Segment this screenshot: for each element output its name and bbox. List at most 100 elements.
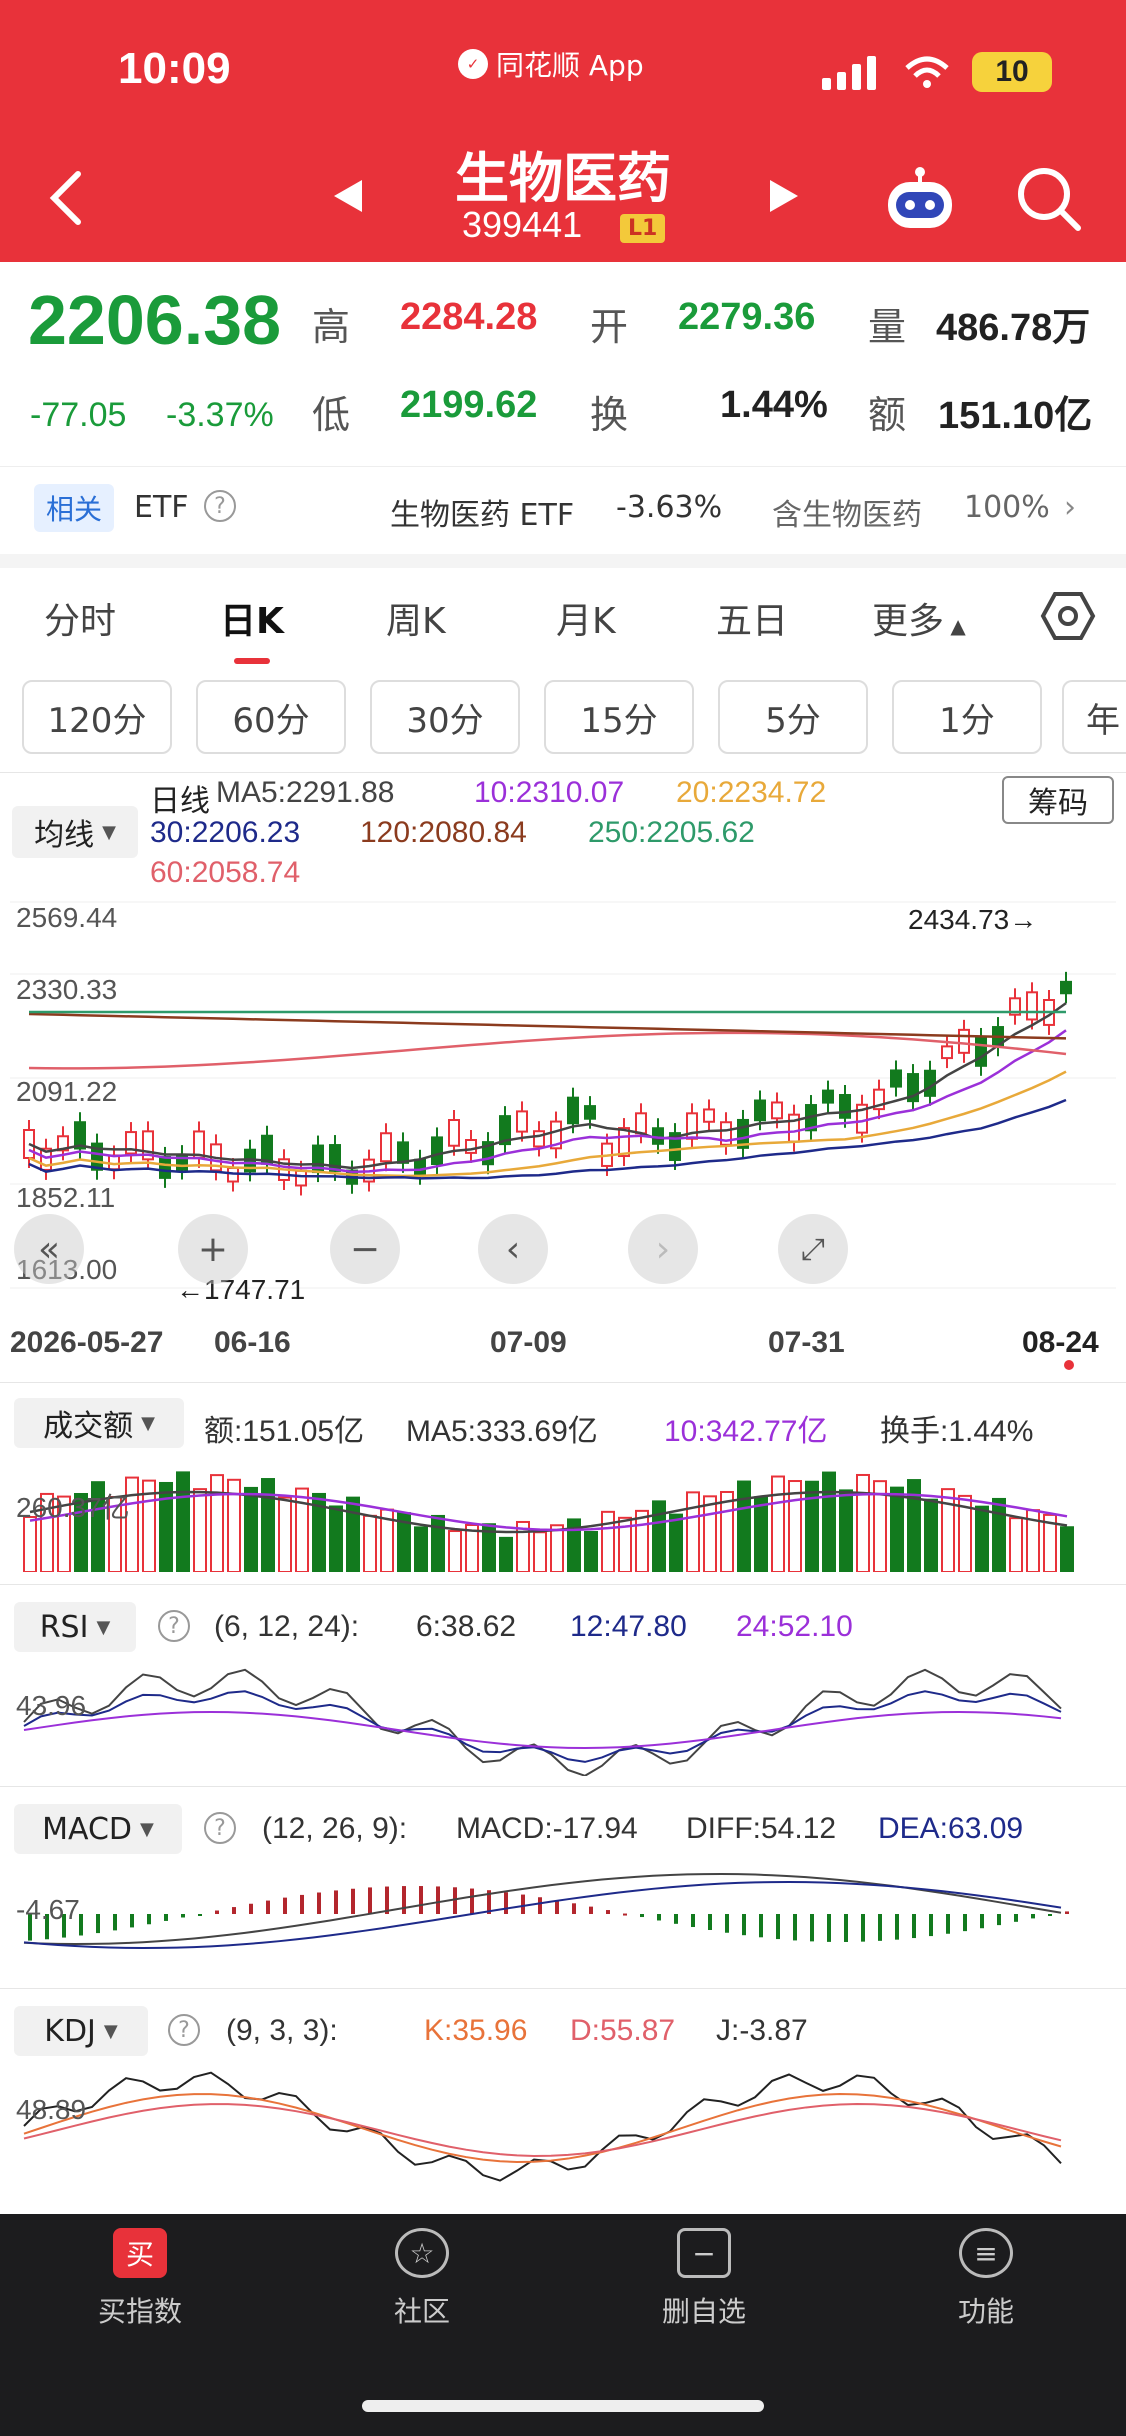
- kdj-j: J:-3.87: [716, 2014, 808, 2047]
- tab-five-day[interactable]: 五日: [716, 601, 789, 642]
- rsi-help-icon[interactable]: ?: [158, 1610, 190, 1642]
- candlestick-chart[interactable]: [10, 894, 1116, 1314]
- tab-daily-k[interactable]: 日K: [220, 601, 284, 642]
- candle-body: [975, 1036, 987, 1067]
- ma30-line: [28, 1098, 1067, 1180]
- period-60m[interactable]: 60分: [196, 680, 346, 754]
- macd-histogram-bar: [300, 1894, 304, 1914]
- macd-histogram-bar: [283, 1897, 287, 1914]
- scroll-left-icon[interactable]: ‹: [478, 1214, 548, 1284]
- macd-diff: DIFF:54.12: [686, 1812, 837, 1845]
- tab-monthly-k[interactable]: 月K: [556, 601, 616, 642]
- rsi-chart[interactable]: [10, 1652, 1116, 1776]
- prev-stock-icon[interactable]: [328, 176, 368, 216]
- kdj-d-line: [23, 2103, 1062, 2157]
- settings-hexagon-icon[interactable]: [1040, 588, 1096, 644]
- candle-body: [550, 1120, 562, 1150]
- macd-histogram-bar: [946, 1914, 950, 1934]
- period-30m[interactable]: 30分: [370, 680, 520, 754]
- etf-fund-name[interactable]: 生物医药 ETF: [390, 498, 575, 533]
- volume-bar: [992, 1497, 1006, 1572]
- scroll-right-icon[interactable]: ›: [628, 1214, 698, 1284]
- period-15m[interactable]: 15分: [544, 680, 694, 754]
- volume-bar: [176, 1471, 190, 1572]
- back-icon[interactable]: [46, 168, 86, 228]
- turnover-label: 换: [590, 393, 629, 437]
- ma-selector[interactable]: 均线 ▼: [12, 806, 138, 858]
- functions-icon: ≡: [959, 2228, 1013, 2278]
- caret-down-icon: ▼: [141, 1412, 155, 1434]
- caret-down-icon: ▼: [103, 2020, 118, 2042]
- etf-contains-pct: 100%: [964, 490, 1050, 525]
- volume-chart[interactable]: [10, 1454, 1116, 1572]
- candle-body: [465, 1139, 477, 1154]
- etf-label: ETF: [134, 490, 189, 525]
- macd-histogram-bar: [113, 1914, 117, 1931]
- nav-functions[interactable]: ≡ 功能: [906, 2228, 1066, 2330]
- kdj-indicator-selector[interactable]: KDJ ▼: [14, 2006, 148, 2056]
- kdj-help-icon[interactable]: ?: [168, 2014, 200, 2046]
- robot-assistant-icon[interactable]: [882, 164, 958, 234]
- macd-histogram-bar: [589, 1906, 593, 1914]
- tab-more[interactable]: 更多 ▲: [872, 592, 966, 644]
- volume-bar: [618, 1516, 632, 1572]
- nav-buy-index[interactable]: 买 买指数: [60, 2228, 220, 2330]
- macd-histogram-bar: [691, 1914, 695, 1928]
- etf-fund-change: -3.63%: [616, 490, 723, 525]
- high-annotation: 2434.73→: [908, 904, 1038, 935]
- legend-ma60: 60:2058.74: [150, 856, 301, 889]
- macd-histogram-bar: [266, 1900, 270, 1914]
- last-price: 2206.38: [28, 281, 282, 359]
- zoom-out-icon[interactable]: «: [14, 1214, 84, 1284]
- legend-kind: 日线: [150, 785, 210, 818]
- divider: [0, 1988, 1126, 1989]
- candle-body: [1026, 991, 1038, 1021]
- kdj-chart[interactable]: [10, 2056, 1116, 2184]
- period-year[interactable]: 年: [1062, 680, 1126, 754]
- zoom-in-icon[interactable]: +: [178, 1214, 248, 1284]
- volume-bar: [482, 1523, 496, 1572]
- chip-distribution-button[interactable]: 筹码: [1002, 776, 1114, 824]
- ma5-line: [28, 1002, 1067, 1170]
- candle-body: [890, 1069, 902, 1088]
- rsi-indicator-selector[interactable]: RSI ▼: [14, 1602, 136, 1652]
- macd-histogram-bar: [725, 1914, 729, 1933]
- search-icon[interactable]: [1014, 164, 1084, 234]
- period-1m[interactable]: 1分: [892, 680, 1042, 754]
- chevron-right-icon[interactable]: ›: [1064, 490, 1076, 525]
- next-stock-icon[interactable]: [764, 176, 804, 216]
- volume-bar: [1060, 1526, 1074, 1572]
- macd-histogram-bar: [657, 1914, 661, 1921]
- volume-bar: [278, 1496, 292, 1572]
- period-5m[interactable]: 5分: [718, 680, 868, 754]
- nav-remove-watchlist[interactable]: − 删自选: [624, 2228, 784, 2330]
- period-120m[interactable]: 120分: [22, 680, 172, 754]
- macd-chart[interactable]: [10, 1854, 1116, 1978]
- zoom-minus-icon[interactable]: −: [330, 1214, 400, 1284]
- caret-down-icon: ▼: [102, 821, 116, 843]
- x-tick-3: 07-09: [490, 1326, 567, 1359]
- macd-help-icon[interactable]: ?: [204, 1812, 236, 1844]
- tab-weekly-k[interactable]: 周K: [386, 601, 446, 642]
- macd-histogram-bar: [232, 1907, 236, 1914]
- x-tick-4: 07-31: [768, 1326, 845, 1359]
- volume-indicator-selector[interactable]: 成交额 ▼: [14, 1398, 184, 1448]
- macd-indicator-selector[interactable]: MACD ▼: [14, 1804, 182, 1854]
- nav-community[interactable]: ☆ 社区: [342, 2228, 502, 2330]
- volume-value: 486.78万: [936, 307, 1091, 349]
- nav-functions-label: 功能: [957, 2295, 1014, 2328]
- ma10-line: [28, 1029, 1067, 1174]
- amount-value: 151.10亿: [938, 395, 1093, 437]
- related-etf-bar[interactable]: [0, 466, 1126, 554]
- volume-bar: [805, 1480, 819, 1572]
- stock-code: 399441: [462, 204, 583, 245]
- fullscreen-icon[interactable]: ⤢: [778, 1214, 848, 1284]
- etf-help-icon[interactable]: ?: [204, 490, 236, 522]
- y-tick-1: 2569.44: [16, 902, 118, 933]
- buy-icon: 买: [113, 2228, 167, 2278]
- rsi-6: 6:38.62: [416, 1610, 517, 1643]
- candle-body: [397, 1141, 409, 1164]
- volume-bar: [295, 1487, 309, 1572]
- tab-intraday[interactable]: 分时: [44, 601, 117, 642]
- macd-histogram-bar: [419, 1886, 423, 1914]
